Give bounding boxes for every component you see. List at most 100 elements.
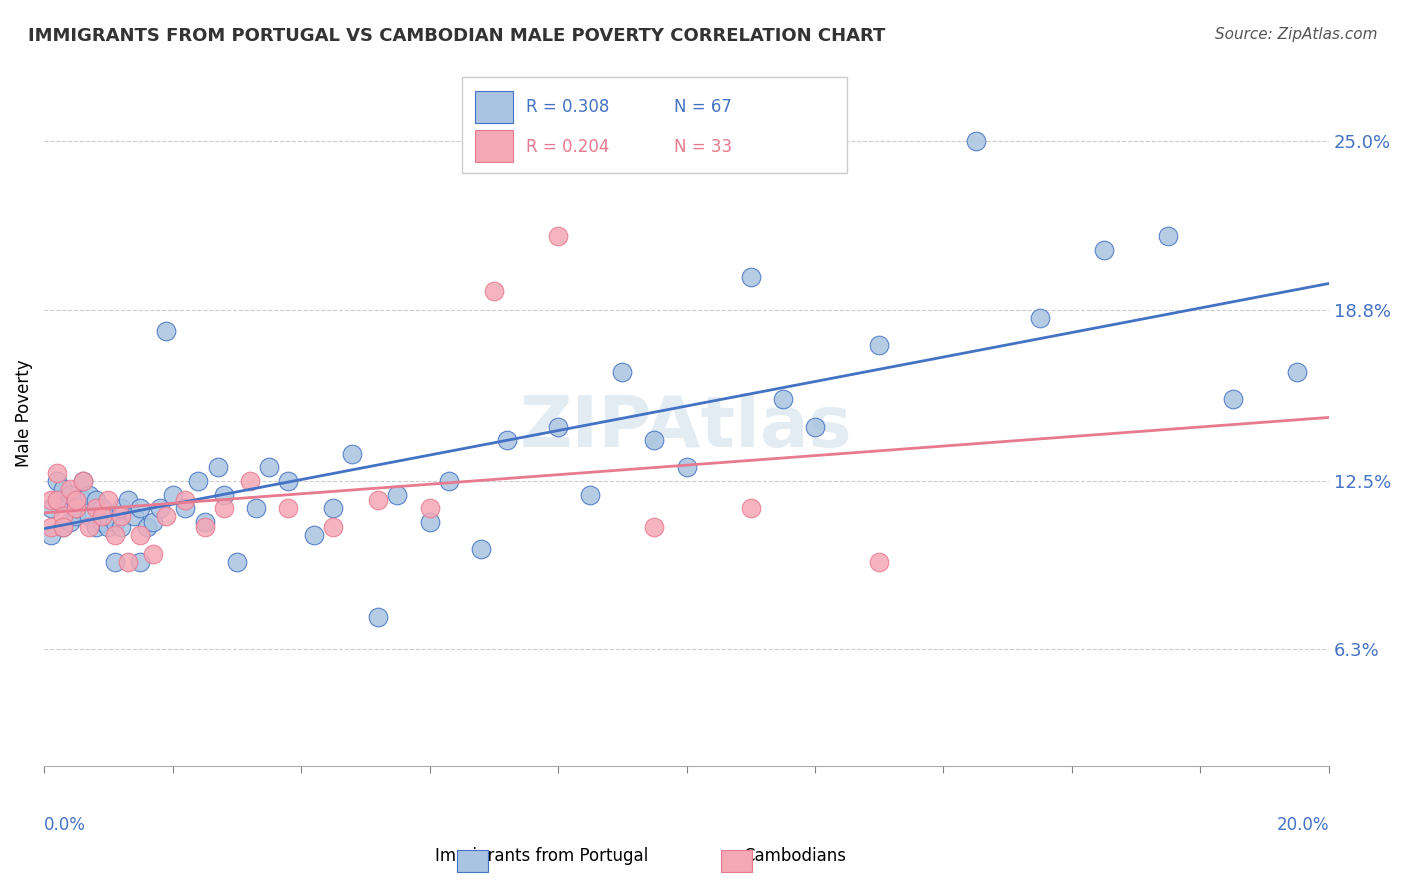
Text: 20.0%: 20.0% [1277,816,1329,834]
Point [90,501,112,516]
Point [868,338,890,352]
Point [72,474,94,488]
Point [740,270,762,285]
Point [97,509,120,524]
Point [59,487,82,501]
Point [174,501,197,516]
Point [239,474,262,488]
Point [257,460,280,475]
Point [52,482,75,496]
Point [110,520,132,534]
Point [149,501,172,516]
Point [1029,310,1052,325]
Point [52,492,75,507]
Point [772,392,794,407]
Point [225,556,247,570]
Point [52,520,75,534]
Point [84,501,107,516]
Text: ZIPAtlas: ZIPAtlas [520,392,853,461]
Point [245,501,267,516]
Point [367,492,389,507]
Point [804,419,827,434]
Point [277,501,299,516]
Point [643,433,665,447]
Point [46,474,69,488]
Point [302,528,325,542]
Text: Source: ZipAtlas.com: Source: ZipAtlas.com [1215,27,1378,42]
Point [868,556,890,570]
Point [740,501,762,516]
Point [59,515,82,529]
Point [612,365,634,379]
Point [97,492,120,507]
Text: N = 33: N = 33 [673,137,731,155]
Text: Immigrants from Portugal: Immigrants from Portugal [434,847,648,865]
Point [470,541,492,556]
Point [77,520,100,534]
Point [104,515,127,529]
Text: 0.0%: 0.0% [44,816,86,834]
Point [965,134,987,148]
Point [72,492,94,507]
Text: Cambodians: Cambodians [742,847,846,865]
Point [117,492,139,507]
Point [162,487,184,501]
Point [322,520,344,534]
Point [579,487,602,501]
Point [129,501,152,516]
Point [547,419,569,434]
Point [110,501,132,516]
Text: R = 0.308: R = 0.308 [526,98,609,116]
Point [142,515,165,529]
FancyBboxPatch shape [474,130,513,162]
Point [675,460,697,475]
Point [117,556,139,570]
Point [1157,229,1180,244]
Point [547,229,569,244]
Point [65,509,87,524]
Point [142,547,165,561]
Point [643,520,665,534]
Point [110,509,132,524]
Y-axis label: Male Poverty: Male Poverty [15,359,32,467]
Point [207,460,229,475]
Text: IMMIGRANTS FROM PORTUGAL VS CAMBODIAN MALE POVERTY CORRELATION CHART: IMMIGRANTS FROM PORTUGAL VS CAMBODIAN MA… [28,27,886,45]
Point [104,528,127,542]
Point [84,492,107,507]
Point [277,474,299,488]
Point [1092,243,1115,257]
Point [437,474,460,488]
Point [84,520,107,534]
Point [155,325,177,339]
Point [187,474,209,488]
Point [419,501,441,516]
Point [52,520,75,534]
Point [1285,365,1308,379]
FancyBboxPatch shape [461,78,846,173]
Point [174,492,197,507]
Point [194,515,217,529]
Point [52,509,75,524]
Point [482,284,505,298]
Point [46,466,69,480]
Point [77,487,100,501]
Point [90,515,112,529]
Text: N = 67: N = 67 [673,98,731,116]
Point [65,501,87,516]
Text: R = 0.204: R = 0.204 [526,137,609,155]
Point [322,501,344,516]
Point [212,501,235,516]
Point [135,520,157,534]
Point [342,447,364,461]
Point [387,487,409,501]
Point [122,509,145,524]
Point [367,610,389,624]
Point [39,492,62,507]
Point [129,556,152,570]
Point [39,528,62,542]
Point [65,501,87,516]
Point [155,509,177,524]
Point [419,515,441,529]
Point [72,474,94,488]
Point [46,492,69,507]
